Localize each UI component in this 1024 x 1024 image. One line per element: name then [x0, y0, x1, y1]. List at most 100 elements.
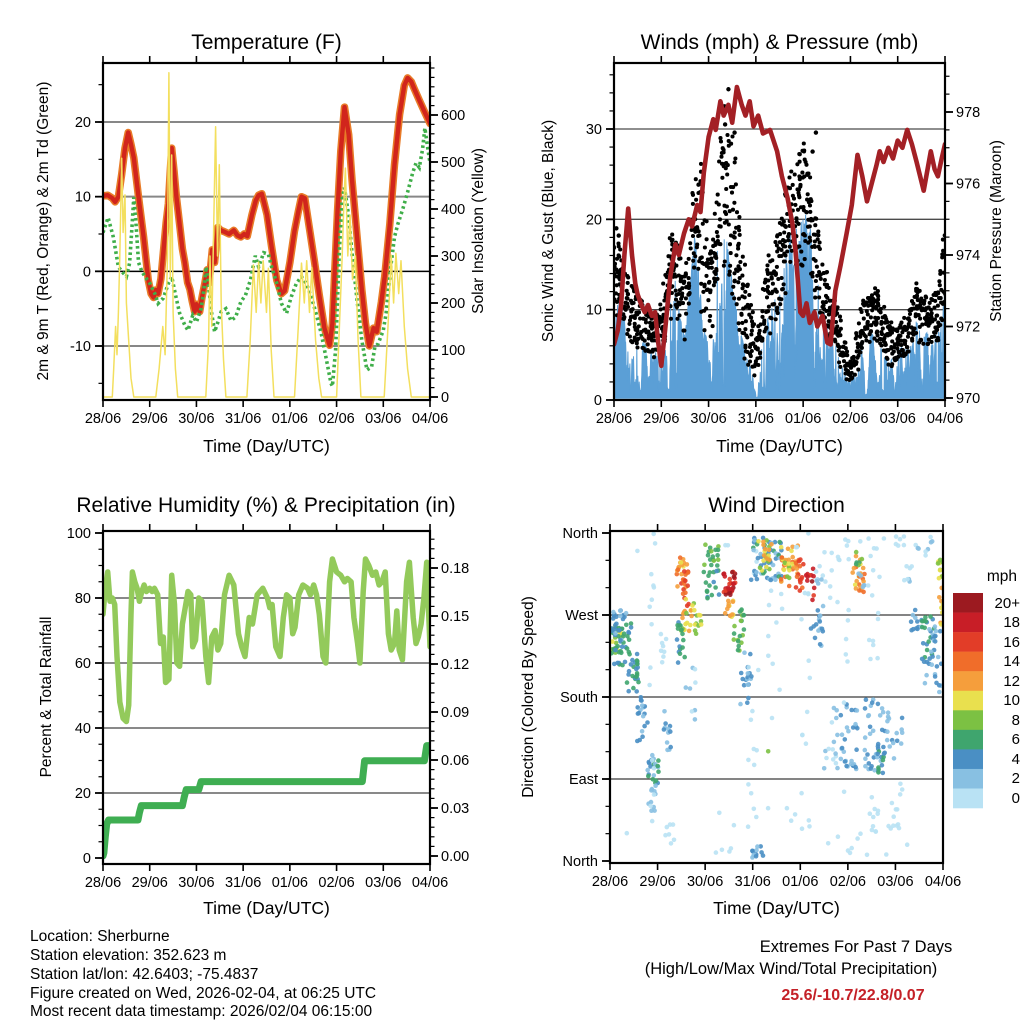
svg-text:974: 974	[956, 248, 980, 264]
legend-label: 10	[1003, 692, 1020, 710]
svg-text:31/06: 31/06	[225, 411, 261, 427]
svg-text:10: 10	[586, 303, 602, 319]
svg-text:28/06: 28/06	[85, 411, 121, 427]
svg-text:03/06: 03/06	[877, 874, 913, 890]
svg-text:02/06: 02/06	[832, 411, 868, 427]
svg-text:80: 80	[75, 591, 91, 607]
svg-text:29/06: 29/06	[132, 875, 168, 891]
svg-text:970: 970	[956, 391, 980, 407]
svg-text:01/06: 01/06	[272, 411, 308, 427]
legend-label: 6	[1011, 731, 1020, 749]
chart-title-winds-pressure: Winds (mph) & Pressure (mb)	[640, 31, 919, 54]
svg-text:02/06: 02/06	[318, 411, 354, 427]
svg-text:04/06: 04/06	[927, 411, 963, 427]
svg-text:31/06: 31/06	[735, 874, 771, 890]
svg-text:60: 60	[75, 656, 91, 672]
series-2m-dewpoint	[103, 127, 430, 394]
legend-label: 18	[1003, 614, 1020, 632]
svg-text:-10: -10	[70, 339, 91, 355]
extremes-subheading: (High/Low/Max Wind/Total Precipitation)	[644, 960, 938, 978]
legend-label: 8	[1011, 711, 1020, 729]
svg-text:0.12: 0.12	[441, 657, 469, 673]
humidity-series	[103, 556, 430, 860]
series-relative-humidity	[103, 556, 430, 725]
svg-text:01/06: 01/06	[785, 411, 821, 427]
series-total-rainfall	[103, 742, 430, 860]
chart-title-wind-direction: Wind Direction	[708, 494, 845, 517]
chart-title-temperature: Temperature (F)	[191, 31, 342, 54]
temperature-series	[103, 71, 430, 398]
svg-text:40: 40	[75, 721, 91, 737]
svg-text:30: 30	[586, 122, 602, 138]
svg-text:0: 0	[83, 264, 91, 280]
legend-label: 2	[1011, 770, 1020, 788]
svg-text:31/06: 31/06	[225, 875, 261, 891]
svg-text:200: 200	[441, 296, 465, 312]
svg-text:01/06: 01/06	[782, 874, 818, 890]
svg-text:04/06: 04/06	[925, 874, 961, 890]
svg-text:28/06: 28/06	[592, 874, 628, 890]
legend-label: 16	[1003, 633, 1020, 651]
svg-text:29/06: 29/06	[132, 411, 168, 427]
series-pressure	[614, 84, 945, 369]
svg-text:0.03: 0.03	[441, 801, 469, 817]
svg-text:978: 978	[956, 105, 980, 121]
svg-text:972: 972	[956, 320, 980, 336]
svg-text:04/06: 04/06	[412, 875, 448, 891]
svg-text:03/06: 03/06	[880, 411, 916, 427]
svg-text:0.06: 0.06	[441, 753, 469, 769]
legend-label: 4	[1011, 750, 1020, 768]
legend-label: 14	[1003, 653, 1020, 671]
svg-text:28/06: 28/06	[85, 875, 121, 891]
svg-text:02/06: 02/06	[830, 874, 866, 890]
svg-text:02/06: 02/06	[318, 875, 354, 891]
svg-text:South: South	[560, 690, 598, 706]
series-2m-temp	[103, 75, 430, 349]
x-axis-label-winds: Time (Day/UTC)	[716, 436, 843, 456]
svg-text:01/06: 01/06	[272, 875, 308, 891]
svg-text:31/06: 31/06	[738, 411, 774, 427]
x-axis-label-humidity: Time (Day/UTC)	[203, 898, 330, 918]
svg-text:03/06: 03/06	[365, 875, 401, 891]
legend-label: 20+	[994, 594, 1020, 612]
svg-text:03/06: 03/06	[365, 411, 401, 427]
series-solar	[103, 71, 430, 398]
svg-text:North: North	[563, 526, 598, 542]
y-axis-label-solar-right: Solar Insolation (Yellow)	[470, 148, 487, 314]
legend-label: 0	[1011, 790, 1020, 807]
svg-text:0: 0	[594, 393, 602, 409]
svg-text:0.00: 0.00	[441, 849, 469, 865]
y-axis-label-humidity-left: Percent & Total Rainfall	[38, 616, 55, 778]
svg-text:30/06: 30/06	[690, 411, 726, 427]
y-axis-label-pressure-right: Station Pressure (Maroon)	[988, 140, 1005, 322]
svg-text:10: 10	[75, 190, 91, 206]
svg-text:0.18: 0.18	[441, 561, 469, 577]
y-axis-label-temperature-left: 2m & 9m T (Red, Orange) & 2m Td (Green)	[35, 81, 52, 381]
footer-location: Location: Sherburne	[30, 928, 170, 945]
series-sonic-wind	[614, 214, 945, 399]
svg-text:20: 20	[75, 115, 91, 131]
legend-title-mph: mph	[986, 568, 1017, 585]
svg-text:400: 400	[441, 202, 465, 218]
svg-text:28/06: 28/06	[596, 411, 632, 427]
footer-latlon: Station lat/lon: 42.6403; -75.4837	[30, 966, 259, 983]
y-axis-label-direction-left: Direction (Colored By Speed)	[520, 596, 537, 798]
wind-direction-dots	[610, 531, 943, 860]
svg-text:500: 500	[441, 155, 465, 171]
extremes-values: 25.6/-10.7/22.8/0.07	[781, 987, 925, 1004]
svg-text:04/06: 04/06	[412, 411, 448, 427]
svg-text:29/06: 29/06	[639, 874, 675, 890]
svg-text:0.09: 0.09	[441, 705, 469, 721]
footer-created: Figure created on Wed, 2026-02-04, at 06…	[30, 985, 377, 1002]
svg-text:976: 976	[956, 177, 980, 193]
svg-text:West: West	[565, 608, 598, 624]
svg-text:North: North	[563, 854, 598, 870]
footer-elevation: Station elevation: 352.623 m	[30, 947, 227, 964]
svg-text:0.15: 0.15	[441, 609, 469, 625]
svg-text:29/06: 29/06	[643, 411, 679, 427]
svg-text:30/06: 30/06	[178, 411, 214, 427]
y-axis-label-wind-left: Sonic Wind & Gust (Blue, Black)	[540, 119, 557, 343]
svg-text:600: 600	[441, 108, 465, 124]
